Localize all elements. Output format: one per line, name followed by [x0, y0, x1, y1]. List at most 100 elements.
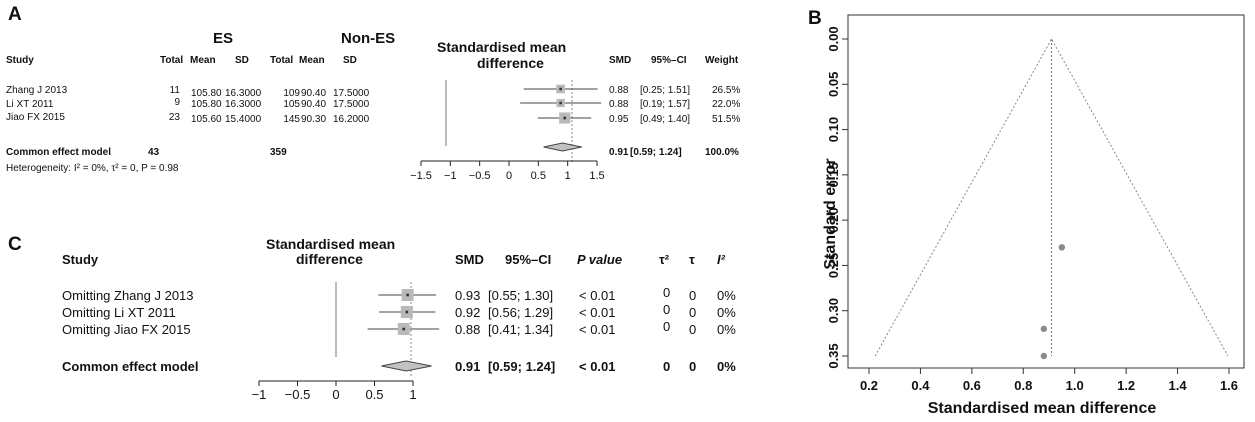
header-mean-es: Mean — [190, 55, 216, 66]
study-point — [1058, 244, 1066, 251]
study-name: Zhang J 2013 — [6, 85, 68, 96]
point-estimate — [405, 310, 409, 314]
column-headers: Study SMD 95%–CI P value τ² τ I² — [62, 252, 726, 267]
x-tick-label: 0.5 — [365, 387, 383, 402]
total-non-es: 145 — [283, 114, 300, 125]
x-tick-label: −1 — [444, 170, 457, 182]
summary-total-non-es: 359 — [270, 147, 287, 158]
ci-value: [0.56; 1.29] — [488, 305, 553, 320]
summary-tau: 0 — [689, 359, 696, 374]
sd-non-es: 16.2000 — [333, 114, 370, 125]
header-total-es: Total — [160, 55, 183, 66]
point-estimate — [563, 116, 567, 120]
point-estimate — [402, 327, 406, 331]
x-tick-label: 0 — [506, 170, 512, 182]
forest-plot-c: −1 −0.5 0 0.5 1 — [252, 282, 440, 402]
summary-label: Common effect model — [62, 359, 199, 374]
study-name: Li XT 2011 — [6, 99, 54, 110]
y-tick-label: 0.30 — [826, 298, 841, 323]
p-value: < 0.01 — [579, 305, 616, 320]
x-tick-label: 0 — [332, 387, 339, 402]
smd-value: 0.92 — [455, 305, 480, 320]
y-tick-label: 0.10 — [826, 117, 841, 142]
x-tick-label: 1 — [409, 387, 416, 402]
p-value: < 0.01 — [579, 288, 616, 303]
plot-title-line-1: Standardised mean — [437, 39, 566, 55]
smd-value: 0.88 — [609, 85, 629, 96]
total-es: 9 — [174, 97, 180, 108]
study-row: Omitting Zhang J 2013 0.93 [0.55; 1.30] … — [62, 285, 736, 303]
x-tick-label: 1.6 — [1220, 378, 1238, 393]
summary-smd: 0.91 — [455, 359, 480, 374]
tau-value: 0 — [689, 288, 696, 303]
x-tick-label: −1 — [252, 387, 267, 402]
study-point — [1040, 352, 1048, 360]
smd-value: 0.93 — [455, 288, 480, 303]
summary-weight: 100.0% — [705, 147, 739, 158]
study-row: Zhang J 2013 11 105.80 16.3000 109 90.40… — [6, 85, 740, 99]
x-tick-label: 0.5 — [531, 170, 546, 182]
study-row: Omitting Jiao FX 2015 0.88 [0.41; 1.34] … — [62, 319, 736, 337]
plot-title-line-2: difference — [296, 251, 363, 267]
study-row: Li XT 2011 9 105.80 16.3000 105 90.40 17… — [6, 97, 740, 110]
summary-i2: 0% — [717, 359, 736, 374]
panel-letter-c: C — [8, 234, 22, 255]
header-mean-non-es: Mean — [299, 55, 325, 66]
sd-es: 16.3000 — [225, 88, 262, 99]
point-estimate — [559, 101, 562, 105]
y-tick-label: 0.20 — [826, 207, 841, 232]
weight-value: 26.5% — [712, 85, 740, 96]
mean-es: 105.80 — [191, 99, 222, 110]
summary-ci: [0.59; 1.24] — [630, 147, 682, 158]
tau2-value: 0 — [663, 319, 670, 334]
ci-value: [0.19; 1.57] — [640, 99, 690, 110]
y-tick-label: 0.25 — [826, 253, 841, 278]
x-tick-label: 1.2 — [1117, 378, 1135, 393]
tau-value: 0 — [689, 322, 696, 337]
tau2-value: 0 — [663, 302, 670, 317]
header-study: Study — [62, 252, 99, 267]
x-tick-label: 0.8 — [1014, 378, 1032, 393]
group-label-es: ES — [213, 30, 233, 47]
funnel-limit-lines — [874, 37, 1229, 357]
panel-b: B Standard error Standardised mean diffe… — [808, 8, 1245, 417]
x-tick-label: 1.5 — [589, 170, 604, 182]
y-tick-label: 0.00 — [826, 26, 841, 51]
point-estimate — [559, 87, 562, 91]
total-non-es: 109 — [283, 88, 300, 99]
x-tick-label: −0.5 — [285, 387, 311, 402]
panel-letter-b: B — [808, 8, 822, 29]
header-tau2: τ² — [659, 252, 670, 267]
header-smd: SMD — [455, 252, 484, 267]
sd-non-es: 17.5000 — [333, 99, 370, 110]
summary-ci: [0.59; 1.24] — [488, 359, 555, 374]
total-es: 11 — [170, 85, 181, 96]
x-tick-label: −1.5 — [410, 170, 432, 182]
plot-title-line-1: Standardised mean — [266, 236, 395, 252]
mean-non-es: 90.30 — [301, 114, 326, 125]
y-tick-label: 0.35 — [826, 343, 841, 368]
forest-plot-a: −1.5 −1 −0.5 0 0.5 1 1.5 — [410, 80, 605, 182]
header-study: Study — [6, 55, 34, 66]
x-tick-label: 0.6 — [963, 378, 981, 393]
pooled-diamond — [543, 142, 582, 152]
column-headers: Study Total Mean SD Total Mean SD SMD 95… — [6, 55, 739, 66]
i2-value: 0% — [717, 305, 736, 320]
header-sd-non-es: SD — [343, 55, 357, 66]
sd-es: 16.3000 — [225, 99, 262, 110]
summary-row: Common effect model 0.91 [0.59; 1.24] < … — [62, 359, 736, 374]
header-ci: 95%–CI — [651, 55, 687, 66]
total-es: 23 — [169, 112, 181, 123]
study-name: Jiao FX 2015 — [6, 112, 65, 123]
sd-es: 15.4000 — [225, 114, 262, 125]
y-tick-label: 0.15 — [826, 162, 841, 187]
study-row: Omitting Li XT 2011 0.92 [0.56; 1.29] < … — [62, 302, 736, 320]
header-ci: 95%–CI — [505, 252, 551, 267]
summary-smd: 0.91 — [609, 147, 629, 158]
pooled-diamond — [381, 360, 432, 372]
study-name: Omitting Li XT 2011 — [62, 305, 176, 320]
summary-tau2: 0 — [663, 359, 670, 374]
group-label-non-es: Non-ES — [341, 30, 395, 47]
p-value: < 0.01 — [579, 322, 616, 337]
